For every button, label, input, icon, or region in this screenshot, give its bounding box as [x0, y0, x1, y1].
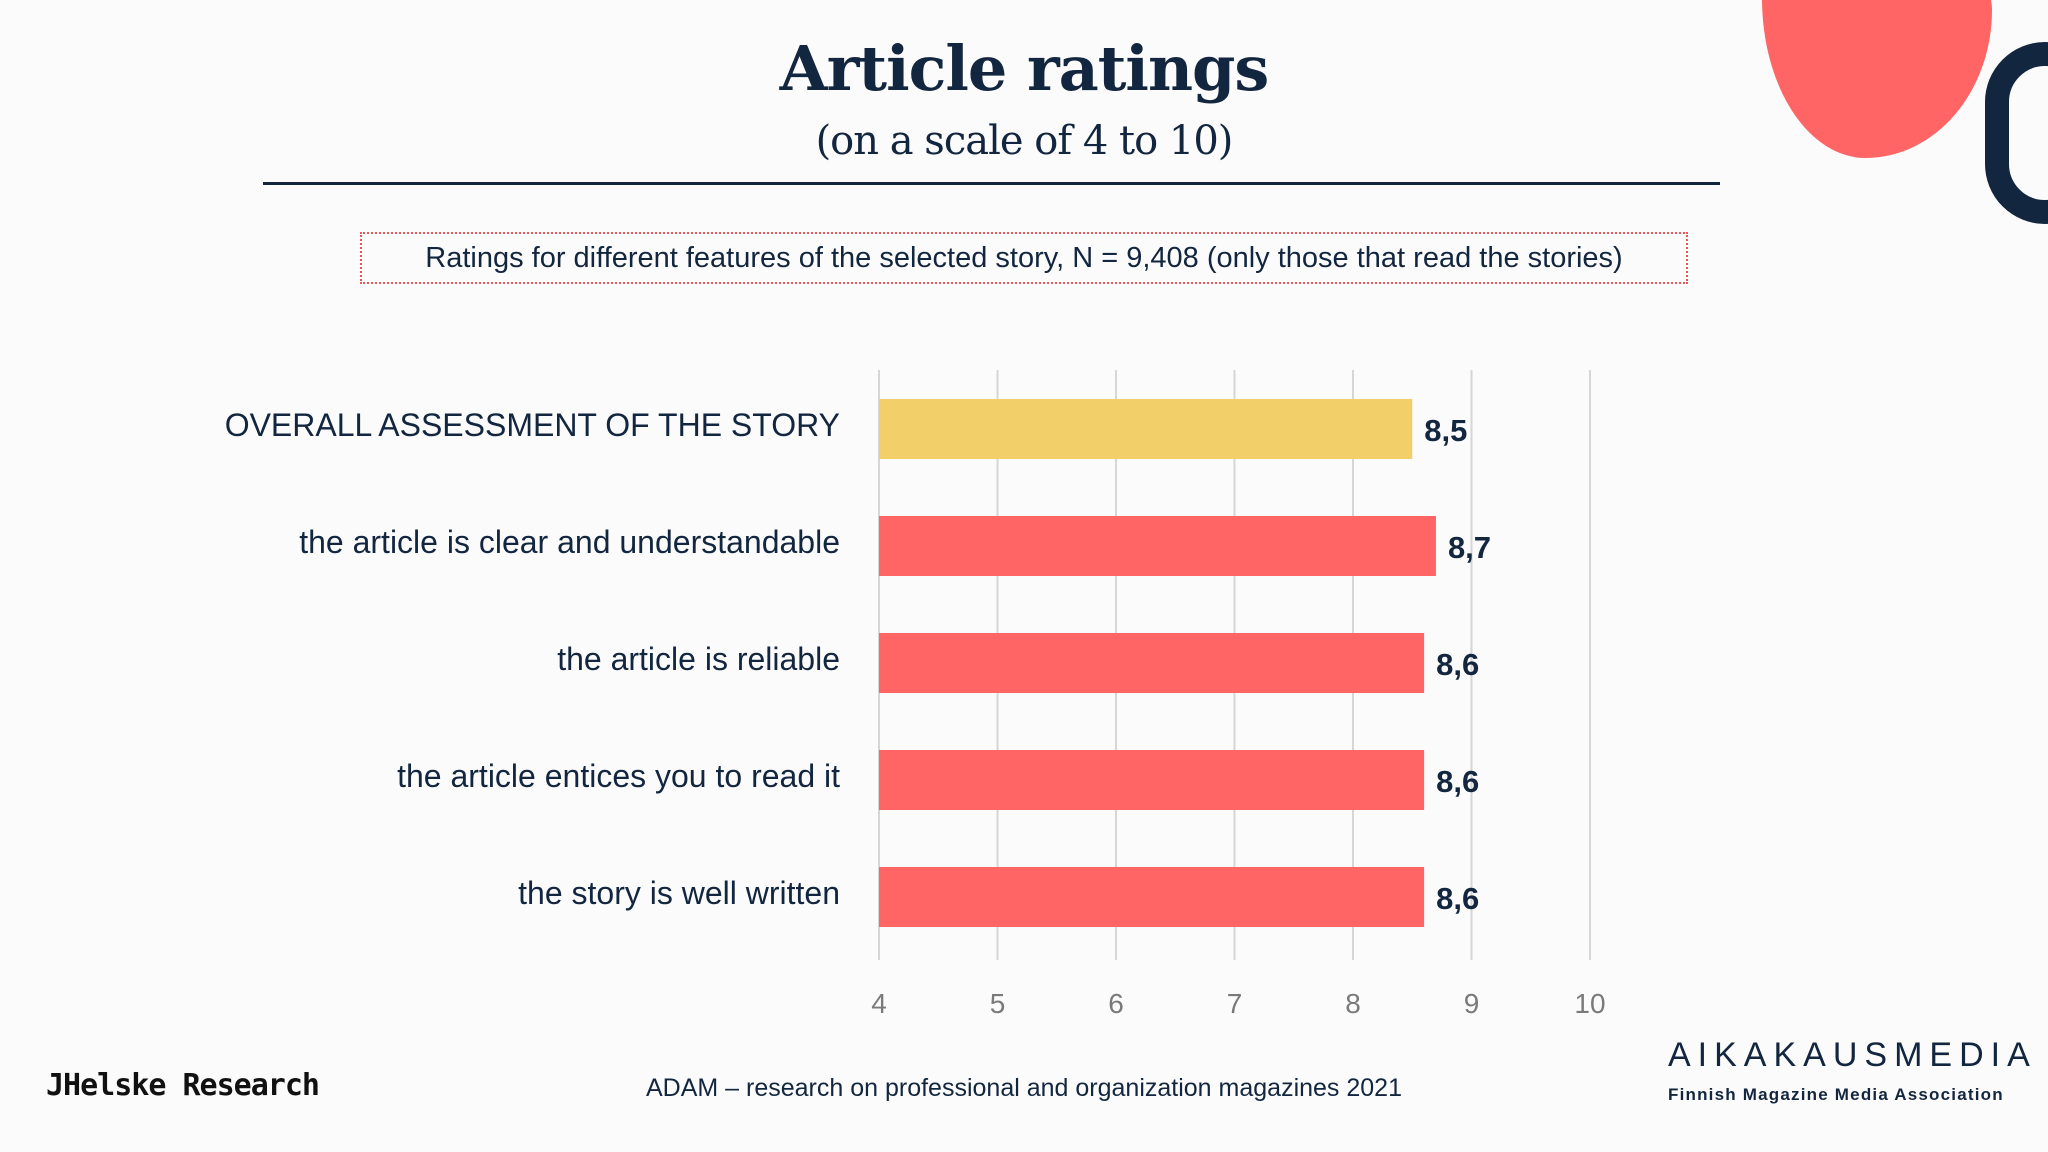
- data-label: 8,6: [1436, 881, 1479, 916]
- x-tick-label: 7: [1227, 988, 1243, 1019]
- title-divider: [263, 182, 1720, 185]
- category-label-reliable: the article is reliable: [557, 641, 840, 677]
- bar: [879, 399, 1413, 459]
- x-tick-label: 8: [1345, 988, 1361, 1019]
- x-tick-label: 9: [1464, 988, 1480, 1019]
- sample-note: Ratings for different features of the se…: [360, 232, 1688, 284]
- aikakausmedia-tagline: Finnish Magazine Media Association: [1668, 1085, 2004, 1104]
- data-label: 8,6: [1436, 647, 1479, 682]
- jhelske-research-logo: JHelske Research: [46, 1068, 320, 1103]
- category-label-overall: OVERALL ASSESSMENT OF THE STORY: [224, 407, 840, 443]
- bar: [879, 867, 1425, 927]
- bar: [879, 750, 1425, 810]
- page-subtitle: (on a scale of 4 to 10): [815, 118, 1234, 164]
- source-text: ADAM – research on professional and orga…: [645, 1074, 1402, 1102]
- category-label-entices: the article entices you to read it: [397, 758, 840, 794]
- x-tick-label: 10: [1574, 988, 1605, 1019]
- category-label-clear: the article is clear and understandable: [299, 524, 840, 560]
- x-tick-label: 5: [990, 988, 1006, 1019]
- data-label: 8,7: [1448, 530, 1491, 565]
- category-label-well-written: the story is well written: [518, 875, 840, 911]
- aikakausmedia-logo: AIKAKAUSMEDIA: [1668, 1036, 2037, 1074]
- page-title: Article ratings: [779, 32, 1270, 105]
- data-label: 8,5: [1424, 413, 1467, 448]
- bar: [879, 633, 1425, 693]
- bar: [879, 516, 1436, 576]
- data-label: 8,6: [1436, 764, 1479, 799]
- x-tick-label: 4: [871, 988, 887, 1019]
- sample-note-text: Ratings for different features of the se…: [425, 241, 1623, 274]
- x-tick-label: 6: [1108, 988, 1124, 1019]
